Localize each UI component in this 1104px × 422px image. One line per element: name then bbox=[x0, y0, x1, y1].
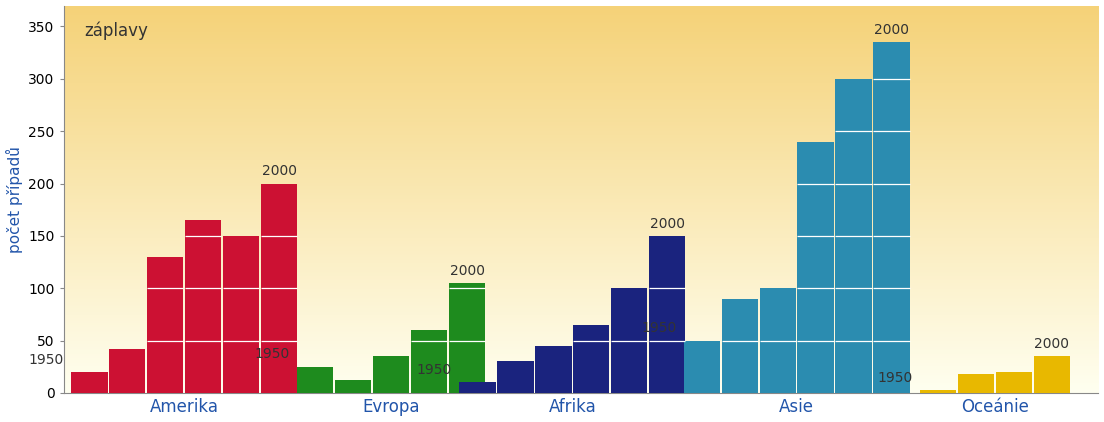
Text: 1950: 1950 bbox=[29, 353, 64, 367]
Text: 2000: 2000 bbox=[650, 216, 684, 231]
Bar bbox=[411, 330, 447, 393]
Bar bbox=[261, 184, 297, 393]
Bar bbox=[185, 220, 222, 393]
Y-axis label: počet případů: počet případů bbox=[6, 146, 22, 253]
Bar bbox=[147, 257, 183, 393]
Text: 2000: 2000 bbox=[262, 164, 297, 178]
Bar bbox=[223, 236, 259, 393]
Bar bbox=[336, 380, 371, 393]
Text: 2000: 2000 bbox=[874, 23, 909, 37]
Bar bbox=[497, 362, 533, 393]
Bar bbox=[109, 349, 146, 393]
Text: 1950: 1950 bbox=[641, 321, 677, 335]
Bar bbox=[873, 42, 910, 393]
Text: 1950: 1950 bbox=[878, 371, 913, 384]
Bar bbox=[958, 374, 994, 393]
Bar bbox=[920, 390, 956, 393]
Bar bbox=[760, 288, 796, 393]
Bar bbox=[1033, 356, 1070, 393]
Bar bbox=[612, 288, 647, 393]
Bar bbox=[72, 372, 107, 393]
Bar bbox=[649, 236, 686, 393]
Bar bbox=[683, 341, 720, 393]
Bar bbox=[722, 299, 757, 393]
Text: 2000: 2000 bbox=[1034, 337, 1070, 351]
Text: záplavy: záplavy bbox=[84, 21, 148, 40]
Text: 2000: 2000 bbox=[449, 264, 485, 278]
Bar bbox=[996, 372, 1032, 393]
Bar bbox=[297, 367, 333, 393]
Bar bbox=[836, 79, 872, 393]
Text: 1950: 1950 bbox=[255, 347, 290, 362]
Bar bbox=[573, 325, 609, 393]
Bar bbox=[459, 382, 496, 393]
Text: 1950: 1950 bbox=[417, 363, 453, 377]
Bar bbox=[797, 142, 834, 393]
Bar bbox=[449, 283, 486, 393]
Bar bbox=[373, 356, 410, 393]
Bar bbox=[535, 346, 572, 393]
